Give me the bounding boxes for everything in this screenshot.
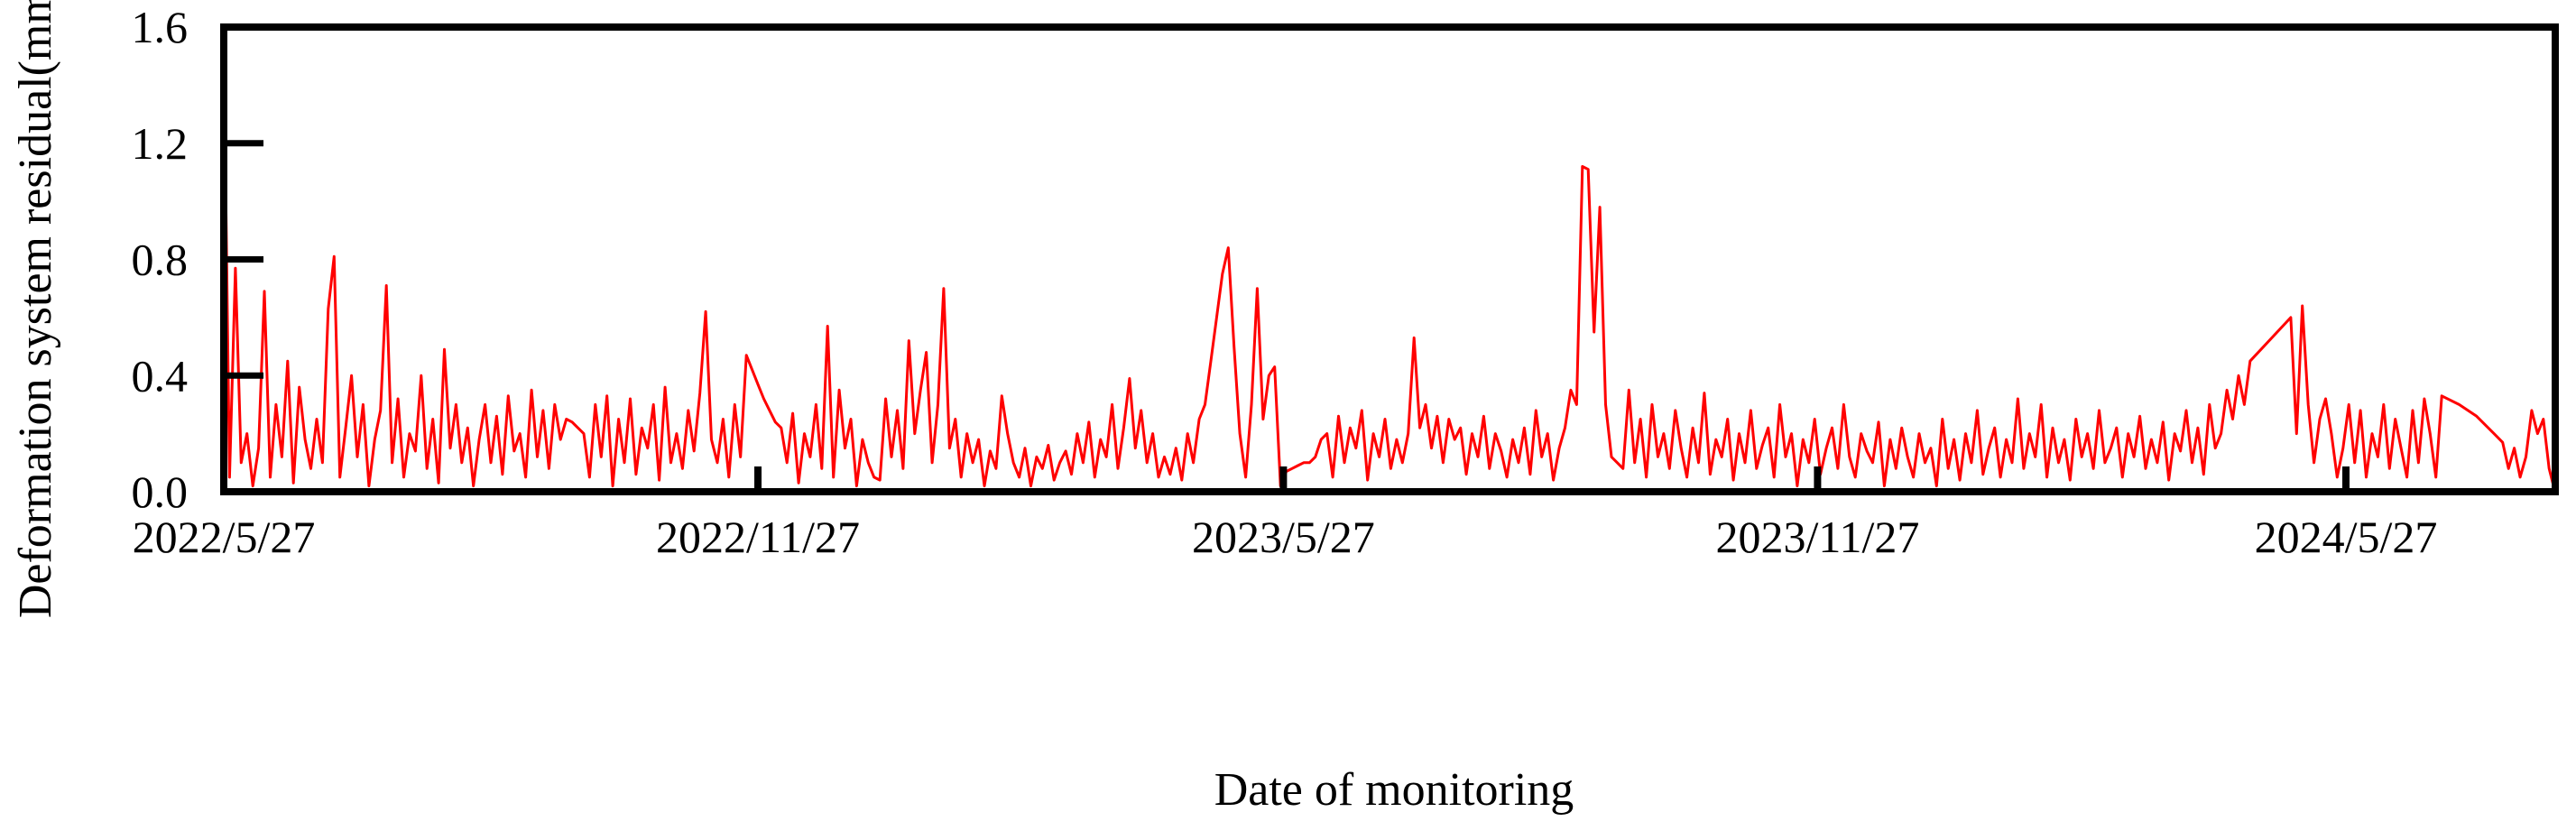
y-tick-label: 1.2 [132, 118, 189, 169]
residual-series-line [222, 42, 2557, 494]
ticks-layer [224, 140, 2350, 492]
plot-frame [220, 23, 2559, 495]
y-tick-label: 0.4 [132, 350, 189, 401]
series-layer [222, 42, 2557, 494]
x-tick-label: 2023/11/27 [1715, 512, 1919, 562]
x-tick-label: 2022/5/27 [133, 512, 316, 562]
y-tick-label: 0.8 [132, 235, 189, 285]
x-axis-title: Date of monitoring [1214, 764, 1574, 816]
x-tick-label: 2022/11/27 [656, 512, 860, 562]
y-tick-label: 1.6 [132, 2, 189, 52]
x-tick-label: 2024/5/27 [2255, 512, 2438, 562]
y-tick-label: 0.0 [132, 466, 189, 517]
x-tick-label: 2023/5/27 [1192, 512, 1375, 562]
y-axis-title: Deformation system residual(mm) [10, 0, 61, 618]
